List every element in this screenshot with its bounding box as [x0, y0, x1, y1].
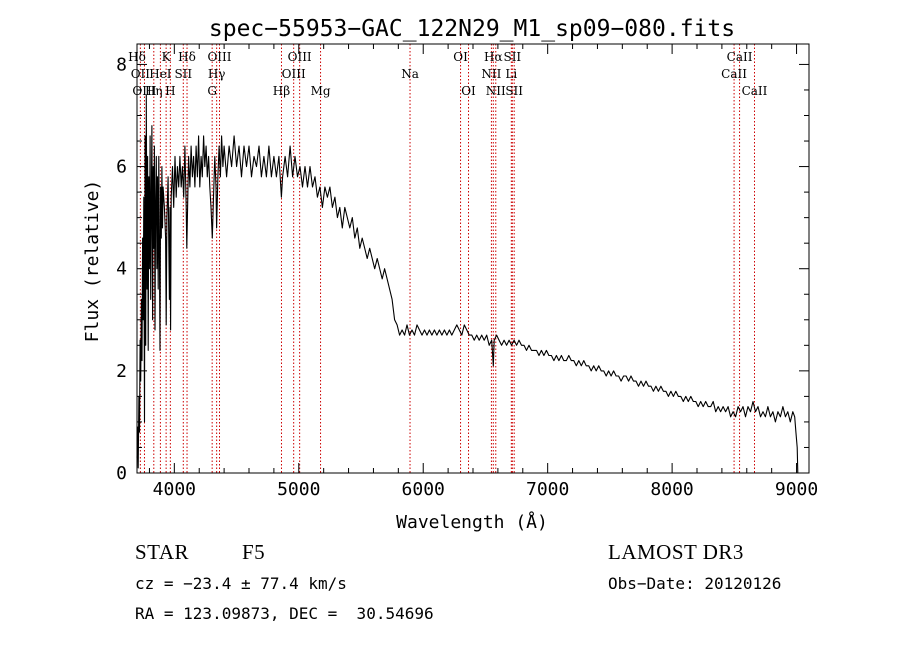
spectral-line-label: SII: [505, 84, 523, 98]
spectral-line-label: OIII: [132, 84, 156, 98]
spectral-line-label: OI: [461, 84, 476, 98]
spectral-line-label: OIII: [288, 50, 312, 64]
spectral-line-label: Li: [505, 67, 517, 81]
x-tick-label: 5000: [277, 479, 320, 500]
spectral-line-label: Mg: [311, 84, 331, 98]
x-axis-label: Wavelength (Å): [396, 511, 548, 533]
spectral-line-label: NII: [486, 84, 506, 98]
y-tick-label: 6: [116, 157, 127, 178]
y-axis-label: Flux (relative): [82, 180, 103, 343]
spectral-line-label: SII: [174, 67, 192, 81]
x-axis-ticks: 4000 5000 6000 7000 8000 9000: [148, 44, 818, 500]
x-tick-label: 8000: [650, 479, 693, 500]
y-axis-ticks: 0 2 4 6 8: [116, 54, 809, 484]
spectral-line-label: Hγ: [208, 67, 226, 81]
spectral-line-label: OIII: [282, 67, 306, 81]
y-tick-label: 8: [116, 54, 127, 75]
spectral-line-label: Hα: [484, 50, 503, 64]
x-tick-label: 4000: [153, 479, 196, 500]
spectral-line-label: NII: [481, 67, 501, 81]
flux-line: [136, 94, 799, 474]
spectral-line-label: CaII: [727, 50, 753, 64]
plot-frame: [136, 43, 810, 474]
spectral-line-label: CaII: [721, 67, 747, 81]
flux-series: [136, 94, 799, 474]
coordinates: RA = 123.09873, DEC = 30.54696: [135, 604, 434, 623]
spectral-line-label: OIII: [207, 50, 231, 64]
obs-date: Obs−Date: 20120126: [608, 574, 782, 593]
y-tick-label: 4: [116, 259, 127, 280]
survey-name: LAMOST DR3: [608, 540, 744, 564]
object-subclass: F5: [242, 540, 266, 564]
spectral-line-label: K: [162, 50, 172, 64]
y-tick-label: 2: [116, 361, 127, 382]
x-tick-label: 9000: [775, 479, 818, 500]
spectral-line-label: HeI: [149, 67, 172, 81]
spectral-line-label: OI: [453, 50, 468, 64]
spectral-line-label: OII: [131, 67, 151, 81]
y-tick-label: 0: [116, 463, 127, 484]
spectral-line-label: H: [165, 84, 175, 98]
x-tick-label: 7000: [526, 479, 569, 500]
spectral-line-label: Hη: [145, 84, 163, 98]
chart-title: spec−55953−GAC_122N29_M1_sp09−080.fits: [209, 16, 735, 42]
spectral-line-label: Na: [401, 67, 419, 81]
spectral-line-label: CaII: [742, 84, 768, 98]
spectral-line-label: SII: [503, 50, 521, 64]
spectral-line-label: Hδ: [178, 50, 196, 64]
spectral-line-labels: HδOIIOIIIHηHeIKHSIIHδGHγOIIIHβOIIIOIIIMg…: [128, 50, 768, 98]
x-tick-label: 6000: [402, 479, 445, 500]
spectral-line-label: Hβ: [273, 84, 290, 98]
spectral-line-label: G: [207, 84, 217, 98]
spectral-line-markers: [136, 44, 755, 473]
redshift-text: cz = −23.4 ± 77.4 km/s: [135, 574, 347, 593]
object-class: STAR: [135, 540, 189, 564]
